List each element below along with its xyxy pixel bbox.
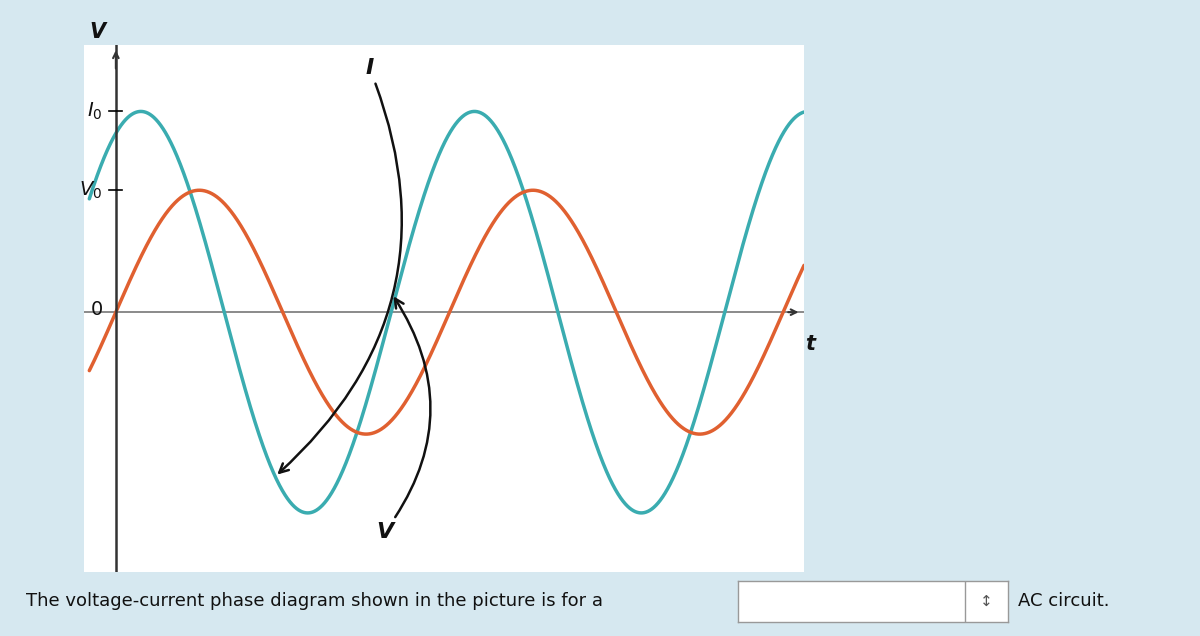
Text: I: I	[280, 59, 402, 473]
Text: AC circuit.: AC circuit.	[1018, 592, 1109, 610]
Text: ↕: ↕	[980, 594, 992, 609]
Text: The voltage-current phase diagram shown in the picture is for a: The voltage-current phase diagram shown …	[26, 592, 604, 610]
Text: $I_0$: $I_0$	[88, 100, 102, 122]
Text: V: V	[376, 299, 431, 543]
Text: $0$: $0$	[90, 300, 102, 319]
Text: V: V	[89, 22, 106, 41]
Text: $V_0$: $V_0$	[79, 179, 102, 201]
Text: t: t	[805, 335, 815, 354]
